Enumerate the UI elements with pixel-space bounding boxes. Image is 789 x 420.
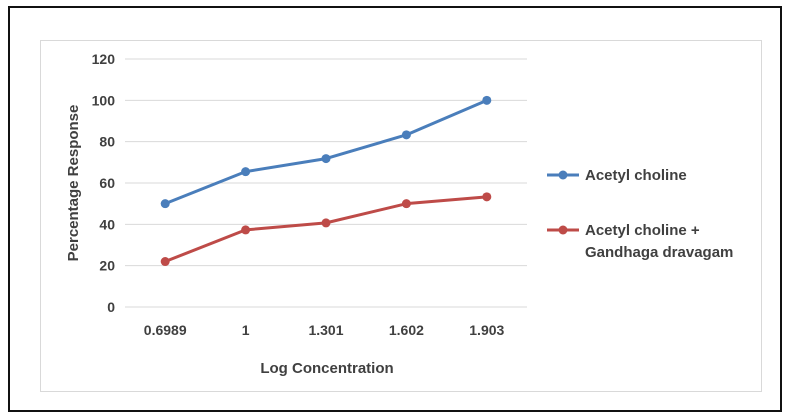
data-point — [321, 154, 331, 164]
data-point — [401, 130, 411, 140]
legend-label: Acetyl choline — [585, 167, 687, 184]
y-axis-ticks: 0 20 40 60 80 100 120 — [92, 51, 116, 315]
y-axis-title: Percentage Response — [65, 105, 82, 262]
legend-label: Gandhaga dravagam — [585, 244, 733, 261]
x-tick-label: 1 — [242, 322, 250, 338]
series-line-2 — [163, 195, 489, 264]
chart-area — [40, 40, 762, 392]
grid-lines — [125, 58, 527, 308]
data-point — [160, 257, 170, 267]
series-layer — [160, 95, 492, 267]
data-point — [241, 225, 251, 235]
y-tick-label: 0 — [107, 299, 115, 315]
x-tick-label: 1.602 — [389, 322, 424, 338]
y-tick-label: 80 — [99, 134, 115, 150]
y-tick-label: 40 — [99, 216, 115, 232]
data-point — [160, 199, 170, 209]
y-tick-label: 60 — [99, 175, 115, 191]
x-tick-label: 1.301 — [308, 322, 343, 338]
data-point — [241, 167, 251, 177]
legend-marker-1 — [558, 170, 568, 180]
legend-marker-2 — [558, 225, 568, 235]
legend-label: Acetyl choline + — [585, 222, 700, 239]
y-tick-label: 120 — [92, 51, 116, 67]
data-point — [482, 192, 492, 202]
x-axis-title: Log Concentration — [260, 360, 393, 377]
x-axis-ticks: 0.6989 1 1.301 1.602 1.903 — [144, 322, 505, 338]
y-tick-label: 20 — [99, 258, 115, 274]
data-point — [401, 199, 411, 209]
series-line-1 — [163, 98, 489, 206]
data-point — [482, 95, 492, 105]
y-tick-label: 100 — [92, 92, 116, 108]
legend: Acetyl choline Acetyl choline + Gandhaga d… — [547, 167, 733, 261]
x-tick-label: 0.6989 — [144, 322, 187, 338]
x-tick-label: 1.903 — [469, 322, 504, 338]
data-point — [321, 218, 331, 228]
